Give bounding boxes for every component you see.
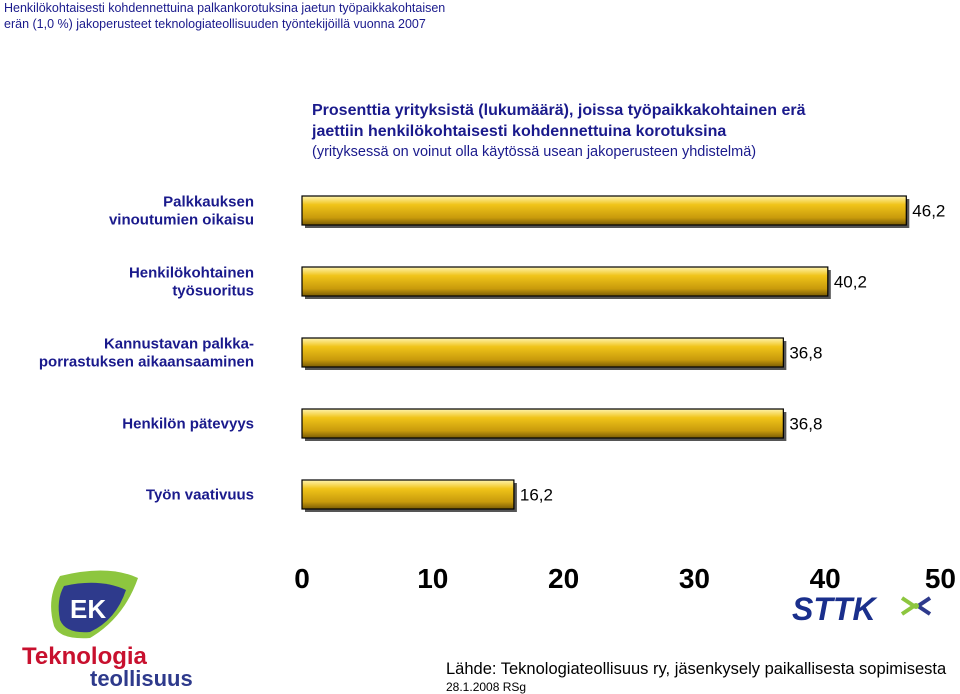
sttk-logo: STTK <box>792 591 932 627</box>
value-label: 40,2 <box>834 273 867 292</box>
category-label: Kannustavan palkka- <box>104 336 254 353</box>
source-note: Lähde: Teknologiateollisuus ry, jäsenkys… <box>446 660 947 678</box>
category-label: Palkkauksen <box>163 194 254 211</box>
category-label: Henkilökohtainen <box>129 265 254 282</box>
x-axis-ticks-layer: 0 10 20 30 40 50 <box>294 563 956 594</box>
sttk-star-icon <box>900 596 932 616</box>
bar <box>301 408 784 439</box>
bar <box>301 195 907 226</box>
value-label: 16,2 <box>520 486 553 505</box>
x-tick-label: 50 <box>925 563 956 594</box>
chart-title-line-2: jaettiin henkilökohtaisesti kohdennettui… <box>312 123 727 140</box>
value-label: 36,8 <box>789 415 822 434</box>
x-tick-label: 20 <box>548 563 579 594</box>
ek-text: EK <box>70 594 106 624</box>
category-label: Työn vaativuus <box>146 487 254 504</box>
bar <box>301 266 829 297</box>
teknologia-text: Teknologia <box>22 643 148 670</box>
chart-subtitle: (yrityksessä on voinut olla käytössä use… <box>312 144 757 160</box>
x-tick-label: 40 <box>810 563 841 594</box>
bar <box>301 479 515 510</box>
sttk-text: STTK <box>792 591 878 627</box>
chart-title-line-1: Prosenttia yrityksistä (lukumäärä), jois… <box>312 102 806 119</box>
ek-blue-shape <box>58 582 126 633</box>
bars-layer <box>301 195 910 512</box>
value-label: 36,8 <box>789 344 822 363</box>
teknologiateollisuus-logo: EK Teknologia teollisuus <box>22 570 193 690</box>
header-line-2: erän (1,0 %) jakoperusteet teknologiateo… <box>4 17 426 31</box>
header-line-1: Henkilökohtaisesti kohdennettuina palkan… <box>4 1 446 15</box>
category-label: työsuoritus <box>172 283 254 300</box>
value-label: 46,2 <box>912 202 945 221</box>
chart-title-block: Prosenttia yrityksistä (lukumäärä), jois… <box>312 100 806 163</box>
category-label: porrastuksen aikaansaaminen <box>39 354 254 371</box>
teollisuus-text: teollisuus <box>90 666 193 690</box>
value-labels-layer: 46,2 40,2 36,8 36,8 16,2 <box>520 202 945 505</box>
date-note: 28.1.2008 RSg <box>446 680 527 694</box>
page-header: Henkilökohtaisesti kohdennettuina palkan… <box>4 0 445 32</box>
category-label: Henkilön pätevyys <box>122 416 254 433</box>
category-label: vinoutumien oikaisu <box>109 212 254 229</box>
x-tick-label: 10 <box>417 563 448 594</box>
x-tick-label: 0 <box>294 563 310 594</box>
bar <box>301 337 784 368</box>
x-tick-label: 30 <box>679 563 710 594</box>
